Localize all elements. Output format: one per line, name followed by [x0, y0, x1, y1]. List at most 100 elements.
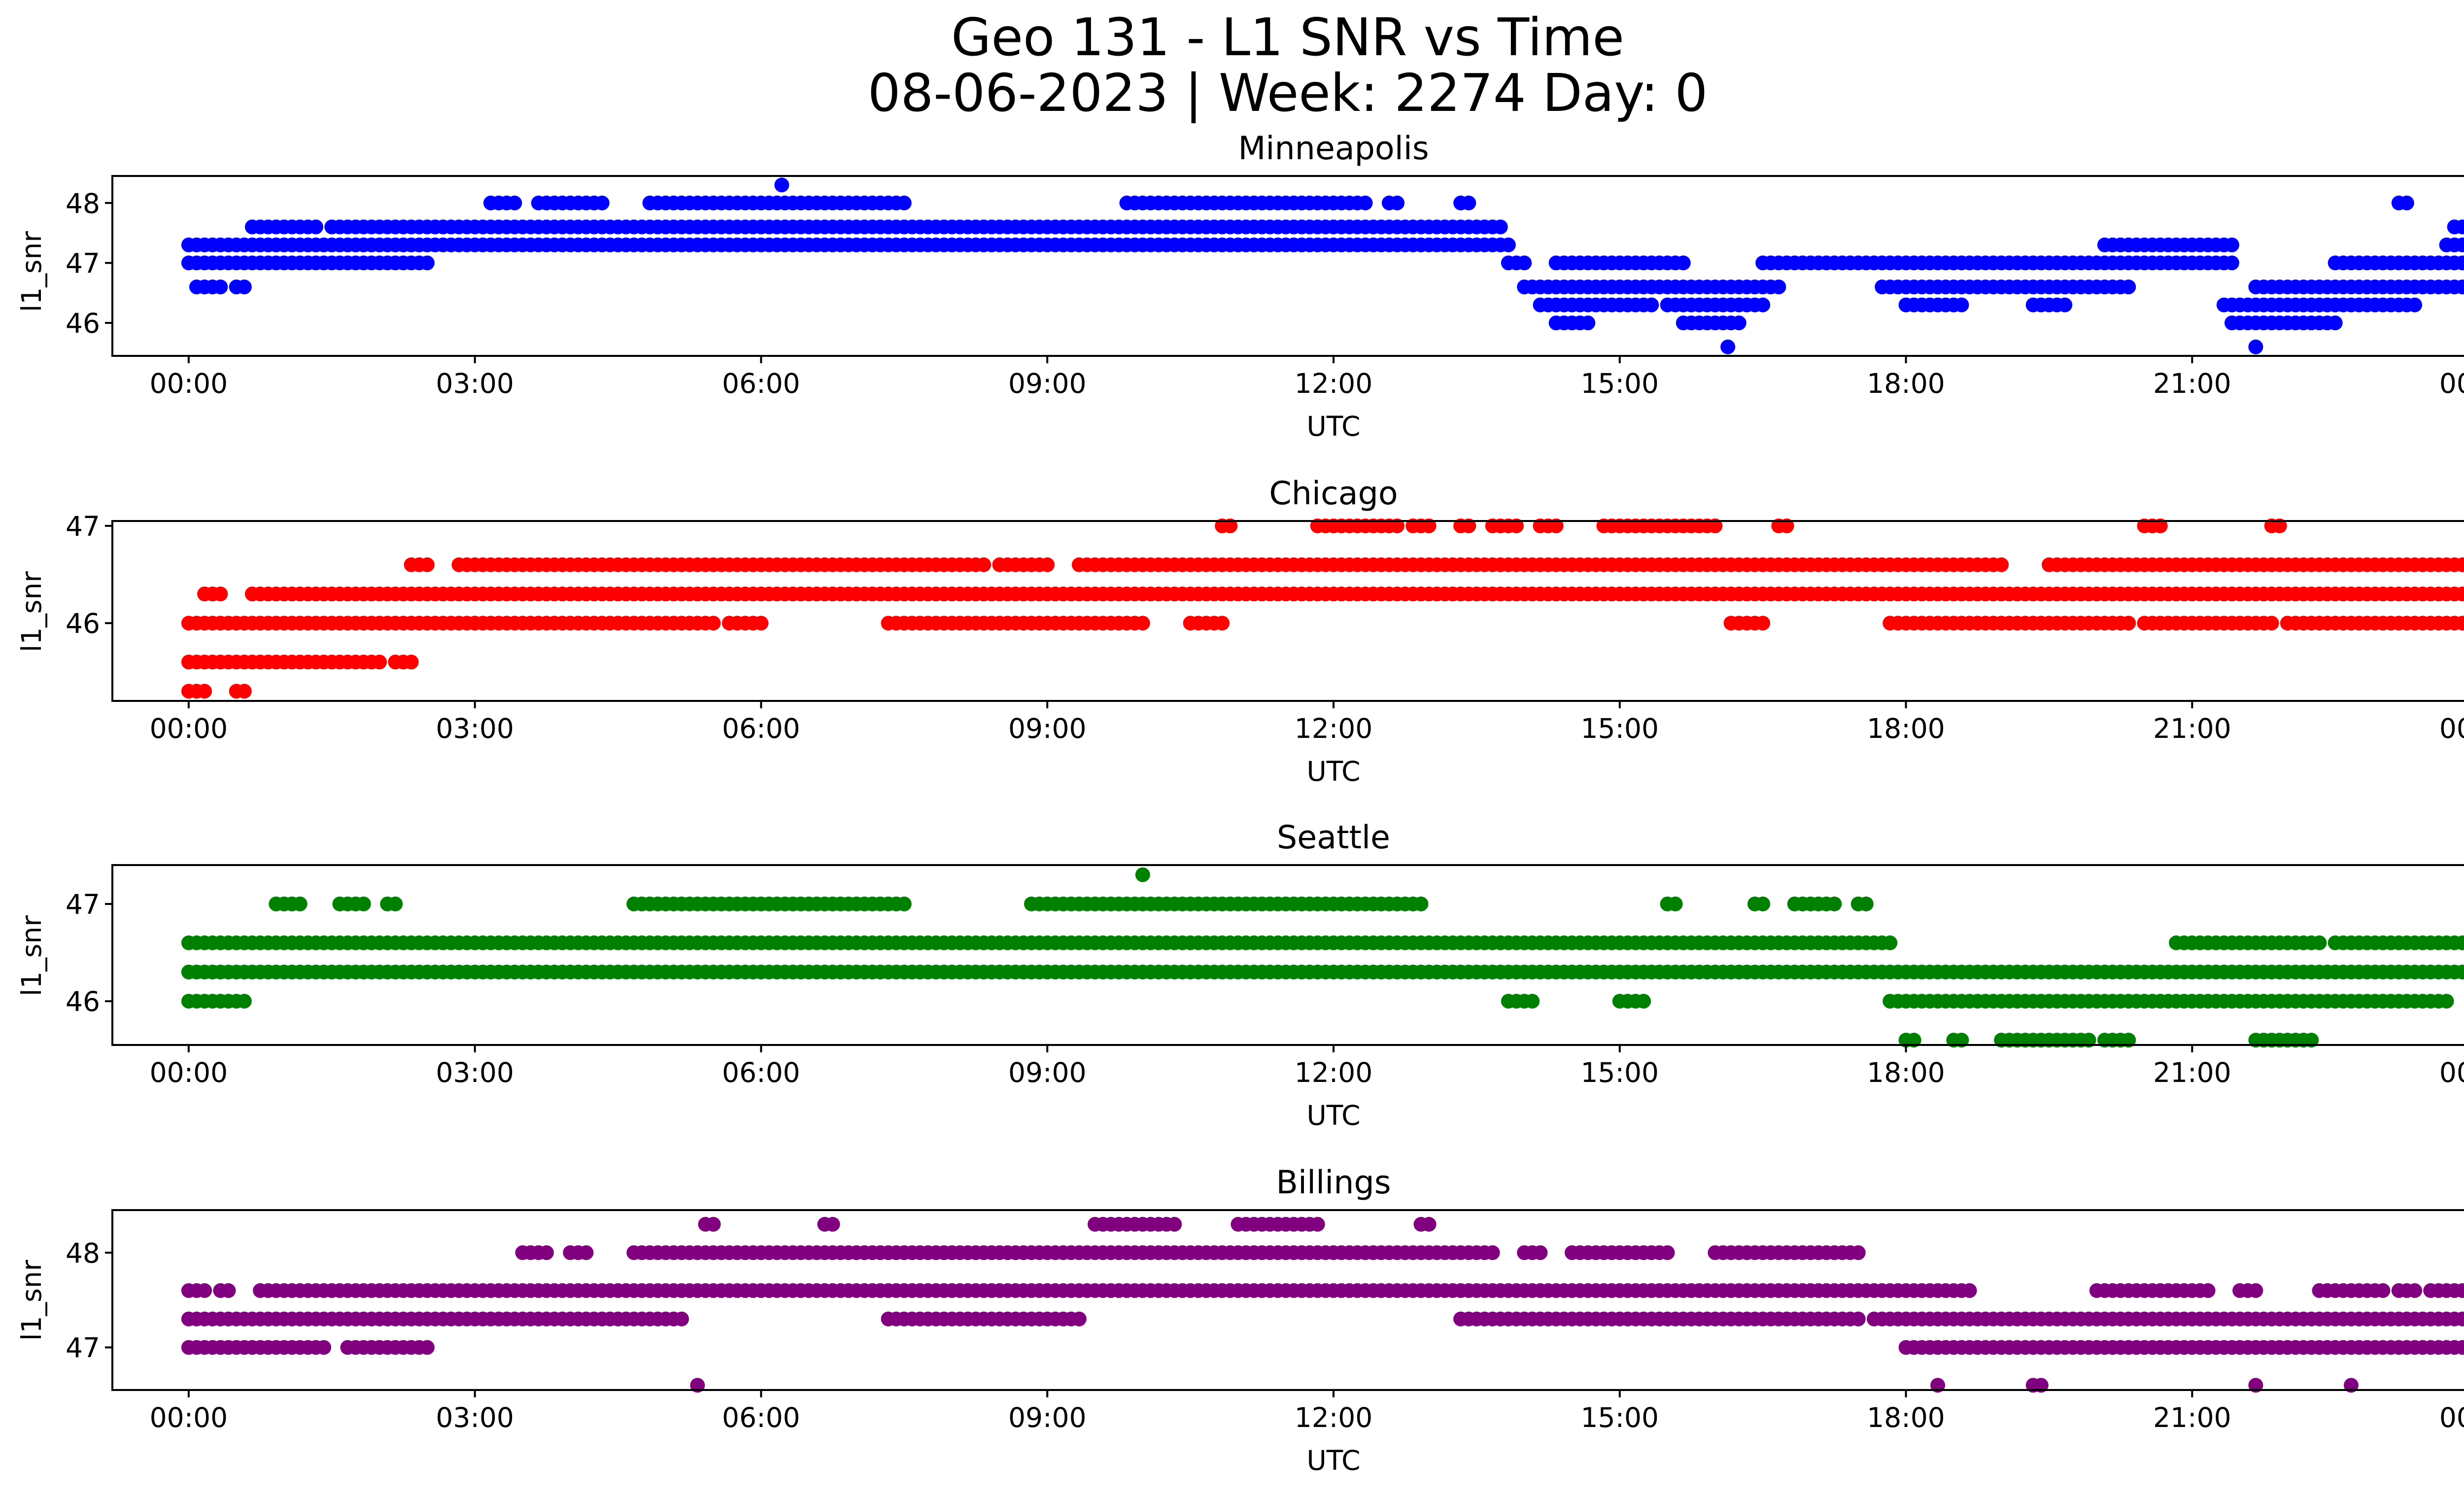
data-point — [896, 896, 912, 911]
x-tick-label: 21:00 — [2153, 1402, 2231, 1433]
data-point — [237, 279, 252, 295]
data-point — [2455, 237, 2464, 252]
data-point — [1827, 896, 1842, 911]
data-point — [2304, 1033, 2319, 1048]
data-point — [1731, 315, 1746, 331]
data-point — [2455, 965, 2464, 979]
series-47 — [269, 896, 1874, 911]
data-point — [1755, 297, 1771, 313]
x-tick-label: 03:00 — [436, 713, 514, 744]
x-tick-label: 12:00 — [1295, 1402, 1373, 1433]
data-point — [594, 195, 610, 210]
x-tick-label: 06:00 — [722, 1057, 800, 1088]
series-46 — [181, 616, 2464, 631]
y-tick-label: 46 — [66, 308, 100, 339]
x-tick-label: 03:00 — [436, 1402, 514, 1433]
data-point — [213, 587, 228, 601]
series-45.6 — [1720, 339, 2263, 354]
panel-title: Billings — [1276, 1164, 1391, 1201]
data-point — [2455, 587, 2464, 601]
data-point — [316, 1340, 332, 1355]
seattle-panel: Seattle UTC l1_snr 00:00 03:00 06:00 09:00 1… — [16, 819, 2464, 1131]
data-point — [2455, 279, 2464, 295]
data-point — [1525, 994, 1540, 1009]
x-tick-label: 15:00 — [1581, 368, 1659, 399]
figure-title-line1: Geo 131 - L1 SNR vs Time — [951, 7, 1624, 68]
data-point — [2121, 616, 2136, 631]
data-point — [1930, 1378, 1946, 1393]
data-point — [507, 195, 522, 210]
series-47 — [1215, 518, 2287, 533]
data-point — [1708, 518, 1723, 533]
y-tick-label: 48 — [66, 1237, 100, 1269]
x-tick-label: 03:00 — [436, 1057, 514, 1088]
data-point — [1485, 1245, 1500, 1260]
data-point — [1493, 219, 1508, 235]
data-point — [1954, 1033, 1969, 1048]
data-point — [2312, 935, 2327, 950]
panel-title: Seattle — [1277, 819, 1390, 856]
data-point — [2455, 1311, 2464, 1326]
data-point — [1040, 557, 1055, 572]
data-point — [1771, 279, 1786, 295]
data-point — [1676, 255, 1691, 271]
data-point — [2272, 518, 2287, 533]
series-48 — [483, 195, 2414, 210]
series-46.3 — [181, 965, 2464, 979]
x-tick-label: 00:00 — [150, 1402, 228, 1433]
data-point — [1223, 518, 1238, 533]
data-point — [2455, 935, 2464, 950]
y-axis-label: l1_snr — [16, 1260, 47, 1341]
data-point — [221, 1283, 236, 1298]
data-point — [2057, 297, 2073, 313]
x-tick-label: 06:00 — [722, 713, 800, 744]
chicago-panel: Chicago UTC l1_snr 00:00 03:00 06:00 09:00 1… — [16, 475, 2464, 787]
x-tick-label: 09:00 — [1008, 1057, 1087, 1088]
data-point — [2121, 279, 2136, 295]
data-point — [2399, 195, 2414, 210]
data-point — [1882, 935, 1898, 950]
x-tick-label: 18:00 — [1867, 1402, 1945, 1433]
data-point — [292, 896, 308, 911]
data-point — [2455, 255, 2464, 271]
data-point — [1310, 1217, 1325, 1232]
data-point — [2248, 1283, 2263, 1298]
data-point — [197, 1283, 212, 1298]
data-point — [1461, 195, 1476, 210]
series-47 — [181, 255, 2464, 271]
x-tick-label: 06:00 — [722, 1402, 800, 1433]
x-tick-label: 18:00 — [1867, 368, 1945, 399]
data-point — [404, 655, 419, 670]
series-46 — [1548, 315, 2343, 331]
data-point — [1720, 339, 1736, 354]
series-47.3 — [181, 1311, 2464, 1326]
y-tick-label: 46 — [66, 986, 100, 1017]
data-point — [1215, 616, 1230, 631]
data-point — [1636, 994, 1651, 1009]
x-tick-label: 06:00 — [722, 368, 800, 399]
y-tick-label: 47 — [66, 511, 100, 542]
x-tick-label: 00:00 — [2439, 1402, 2464, 1433]
data-point — [2439, 994, 2454, 1009]
data-point — [1390, 518, 1405, 533]
x-tick-label: 15:00 — [1581, 713, 1659, 744]
series-45.6 — [1898, 1033, 2319, 1048]
data-point — [674, 1311, 689, 1326]
data-point — [753, 616, 769, 631]
plot-frame — [111, 1209, 2464, 1391]
data-point — [1954, 297, 1969, 313]
x-tick-label: 12:00 — [1295, 1057, 1373, 1088]
x-axis-label: UTC — [1306, 1100, 1360, 1131]
data-point — [419, 557, 435, 572]
data-point — [774, 177, 789, 193]
data-point — [2455, 557, 2464, 572]
data-point — [1135, 867, 1150, 882]
data-point — [2407, 297, 2423, 313]
data-point — [2200, 1283, 2216, 1298]
data-point — [1071, 1311, 1087, 1326]
series-47.6 — [244, 219, 2464, 235]
x-tick-label: 00:00 — [150, 368, 228, 399]
data-point — [690, 1378, 705, 1393]
data-point — [1850, 1311, 1866, 1326]
x-tick-label: 00:00 — [150, 1057, 228, 1088]
